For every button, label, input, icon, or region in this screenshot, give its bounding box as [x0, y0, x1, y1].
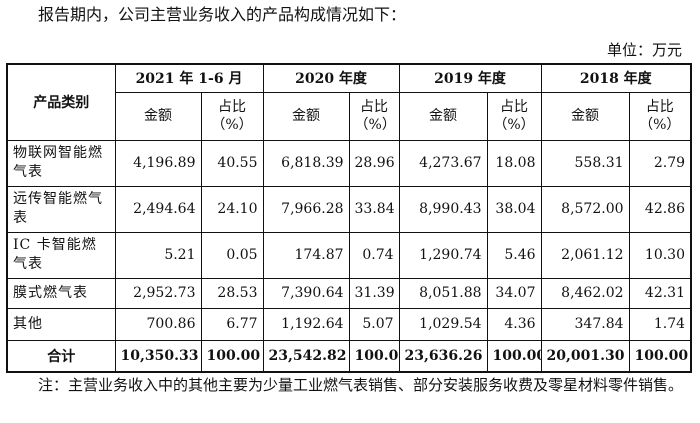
value-cell: 558.31 — [540, 139, 630, 187]
value-cell: 33.84 — [348, 185, 400, 233]
value-cell: 4,273.67 — [398, 139, 488, 187]
category-header: 产品类别 — [6, 63, 116, 141]
period-header: 2019 年度 — [398, 63, 542, 93]
value-cell: 8,051.88 — [398, 277, 488, 309]
value-cell: 4.36 — [486, 307, 542, 341]
value-cell: 18.08 — [486, 139, 542, 187]
table-row: 物联网智能燃气表 4,196.89 40.55 6,818.39 28.96 4… — [6, 139, 692, 187]
ratio-header: 占比（%） — [348, 91, 400, 141]
table-row: 其他 700.86 6.77 1,192.64 5.07 1,029.54 4.… — [6, 307, 692, 341]
value-cell: 347.84 — [540, 307, 630, 341]
amount-header: 金额 — [262, 91, 350, 141]
value-cell: 0.05 — [200, 231, 264, 279]
category-cell: IC 卡智能燃气表 — [6, 231, 116, 279]
value-cell: 1,290.74 — [398, 231, 488, 279]
ratio-header: 占比（%） — [486, 91, 542, 141]
value-cell: 28.96 — [348, 139, 400, 187]
value-cell: 174.87 — [262, 231, 350, 279]
footnote: 注：主营业务收入中的其他主要为少量工业燃气表销售、部分安装服务收费及零星材料零件… — [38, 376, 684, 394]
period-header: 2020 年度 — [262, 63, 400, 93]
revenue-table: 产品类别 2021 年 1-6 月 2020 年度 2019 年度 2018 年… — [6, 63, 693, 373]
total-cell: 10,350.33 — [114, 339, 202, 373]
value-cell: 2,952.73 — [114, 277, 202, 309]
value-cell: 38.04 — [486, 185, 542, 233]
value-cell: 1,029.54 — [398, 307, 488, 341]
table-row: 远传智能燃气表 2,494.64 24.10 7,966.28 33.84 8,… — [6, 185, 692, 233]
amount-header: 金额 — [114, 91, 202, 141]
value-cell: 8,462.02 — [540, 277, 630, 309]
unit-label: 单位：万元 — [606, 41, 682, 59]
value-cell: 42.86 — [628, 185, 692, 233]
intro-text: 报告期内，公司主营业务收入的产品构成情况如下： — [38, 5, 407, 24]
total-cell: 100.00 — [486, 339, 542, 373]
table-row: IC 卡智能燃气表 5.21 0.05 174.87 0.74 1,290.74… — [6, 231, 692, 279]
value-cell: 6.77 — [200, 307, 264, 341]
category-cell: 物联网智能燃气表 — [6, 139, 116, 187]
table-row: 膜式燃气表 2,952.73 28.53 7,390.64 31.39 8,05… — [6, 277, 692, 309]
total-label: 合计 — [6, 339, 116, 373]
value-cell: 24.10 — [200, 185, 264, 233]
value-cell: 5.21 — [114, 231, 202, 279]
value-cell: 7,390.64 — [262, 277, 350, 309]
value-cell: 2.79 — [628, 139, 692, 187]
value-cell: 34.07 — [486, 277, 542, 309]
ratio-header: 占比（%） — [200, 91, 264, 141]
category-cell: 膜式燃气表 — [6, 277, 116, 309]
total-cell: 100.00 — [348, 339, 400, 373]
total-row: 合计 10,350.33 100.00 23,542.82 100.00 23,… — [6, 339, 692, 373]
value-cell: 700.86 — [114, 307, 202, 341]
value-cell: 5.07 — [348, 307, 400, 341]
value-cell: 2,494.64 — [114, 185, 202, 233]
total-cell: 100.00 — [200, 339, 264, 373]
value-cell: 8,572.00 — [540, 185, 630, 233]
value-cell: 1.74 — [628, 307, 692, 341]
total-cell: 100.00 — [628, 339, 692, 373]
value-cell: 5.46 — [486, 231, 542, 279]
amount-header: 金额 — [540, 91, 630, 141]
total-cell: 23,542.82 — [262, 339, 350, 373]
value-cell: 4,196.89 — [114, 139, 202, 187]
value-cell: 8,990.43 — [398, 185, 488, 233]
category-cell: 远传智能燃气表 — [6, 185, 116, 233]
total-cell: 20,001.30 — [540, 339, 630, 373]
period-header: 2021 年 1-6 月 — [114, 63, 264, 93]
amount-header: 金额 — [398, 91, 488, 141]
value-cell: 6,818.39 — [262, 139, 350, 187]
category-cell: 其他 — [6, 307, 116, 341]
value-cell: 7,966.28 — [262, 185, 350, 233]
value-cell: 40.55 — [200, 139, 264, 187]
value-cell: 10.30 — [628, 231, 692, 279]
value-cell: 0.74 — [348, 231, 400, 279]
value-cell: 2,061.12 — [540, 231, 630, 279]
value-cell: 42.31 — [628, 277, 692, 309]
value-cell: 31.39 — [348, 277, 400, 309]
value-cell: 28.53 — [200, 277, 264, 309]
ratio-header: 占比（%） — [628, 91, 692, 141]
total-cell: 23,636.26 — [398, 339, 488, 373]
value-cell: 1,192.64 — [262, 307, 350, 341]
period-header: 2018 年度 — [540, 63, 692, 93]
